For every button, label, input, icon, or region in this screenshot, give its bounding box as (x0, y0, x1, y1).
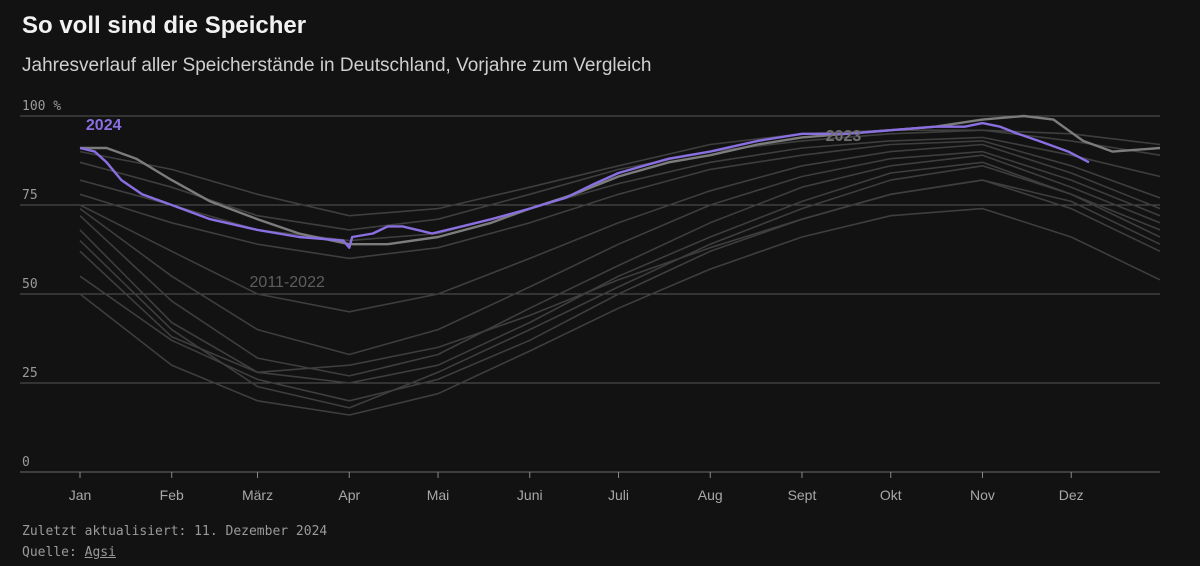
background-year-line-5 (79, 143, 1161, 313)
x-tick-label: Okt (880, 487, 902, 503)
y-axis: 0 25 50 75 100 % (22, 99, 61, 470)
source-link[interactable]: Agsi (84, 545, 116, 560)
x-tick-label: Mai (427, 487, 450, 503)
label-2024: 2024 (86, 117, 122, 134)
label-2023: 2023 (826, 128, 862, 145)
x-tick-label: Apr (338, 487, 360, 503)
label-2011-2022: 2011-2022 (250, 274, 325, 291)
x-tick-label: Aug (698, 487, 723, 503)
y-tick-label: 0 (22, 455, 30, 470)
x-axis: Jan Feb März Apr Mai Juni Juli Aug Sept Okt Nov Dez (69, 472, 1084, 503)
y-tick-label: 50 (22, 277, 38, 292)
x-tick-label: Feb (160, 487, 184, 503)
x-tick-label: Juli (608, 487, 629, 503)
series-2024 (79, 121, 1090, 249)
x-tick-label: Jan (69, 487, 92, 503)
y-tick-label: 100 % (22, 99, 61, 114)
series-2023 (80, 114, 1161, 246)
chart-subtitle: Jahresverlauf aller Speicherstände in De… (22, 55, 652, 76)
background-year-line-10 (79, 179, 1161, 402)
background-year-line-8 (79, 161, 1161, 384)
x-tick-label: Nov (970, 487, 995, 503)
last-updated-text: Zuletzt aktualisiert: 11. Dezember 2024 (22, 524, 328, 539)
background-year-line-7 (79, 154, 1161, 377)
background-year-line-12 (79, 165, 1161, 409)
background-year-line-4 (79, 140, 1161, 260)
y-tick-label: 25 (22, 366, 38, 381)
line-2024 (79, 121, 1090, 249)
background-year-line-2 (79, 129, 1161, 231)
x-tick-label: Sept (788, 487, 817, 503)
chart-title: So voll sind die Speicher (22, 12, 307, 39)
y-tick-label: 75 (22, 188, 38, 203)
source-prefix: Quelle: (22, 545, 85, 560)
background-year-line-6 (79, 150, 1161, 356)
x-tick-label: Dez (1059, 487, 1084, 503)
x-tick-label: März (242, 487, 273, 503)
source-line: Quelle: Agsi (22, 545, 116, 560)
background-year-line-11 (79, 207, 1161, 416)
series-labels: 2011-2022 2023 2024 (86, 117, 861, 291)
gridlines (20, 115, 1160, 473)
line-chart: 0 25 50 75 100 % Jan Feb März Apr Mai Juni Juli Aug… (20, 99, 1161, 503)
x-tick-label: Juni (517, 487, 543, 503)
line-2023 (80, 114, 1161, 246)
series-2011-2022 (79, 129, 1161, 416)
